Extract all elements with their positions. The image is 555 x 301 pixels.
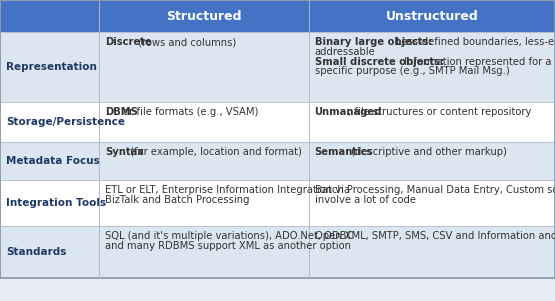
Text: Batch Processing, Manual Data Entry, Custom solutions that: Batch Processing, Manual Data Entry, Cus… bbox=[315, 185, 555, 195]
Text: BizTalk and Batch Processing: BizTalk and Batch Processing bbox=[105, 195, 249, 205]
Text: specific purpose (e.g., SMTP Mail Msg.): specific purpose (e.g., SMTP Mail Msg.) bbox=[315, 67, 509, 76]
Text: Discrete: Discrete bbox=[105, 37, 152, 47]
Text: or file formats (e.g., VSAM): or file formats (e.g., VSAM) bbox=[120, 107, 258, 117]
Bar bbox=[0, 0, 99, 32]
Text: Less-defined boundaries, less-easily: Less-defined boundaries, less-easily bbox=[393, 37, 555, 47]
Text: Semantics: Semantics bbox=[315, 147, 373, 157]
Text: involve a lot of code: involve a lot of code bbox=[315, 195, 416, 205]
Bar bbox=[309, 32, 555, 102]
Text: (rows and columns): (rows and columns) bbox=[135, 37, 236, 47]
Bar bbox=[99, 180, 309, 226]
Bar bbox=[0, 226, 99, 278]
Text: Syntax: Syntax bbox=[105, 147, 144, 157]
Bar bbox=[0, 32, 99, 102]
Bar bbox=[309, 180, 555, 226]
Text: Standards: Standards bbox=[6, 247, 67, 257]
Text: Binary large objects:: Binary large objects: bbox=[315, 37, 432, 47]
Text: (for example, location and format): (for example, location and format) bbox=[127, 147, 302, 157]
Text: Unstructured: Unstructured bbox=[385, 10, 478, 23]
Bar bbox=[99, 226, 309, 278]
Text: Unmanaged: Unmanaged bbox=[315, 107, 382, 117]
Bar bbox=[0, 180, 99, 226]
Bar bbox=[0, 142, 99, 180]
Bar bbox=[0, 102, 99, 142]
Bar bbox=[99, 32, 309, 102]
Text: ETL or ELT, Enterprise Information Integration via: ETL or ELT, Enterprise Information Integ… bbox=[105, 185, 350, 195]
Text: (descriptive and other markup): (descriptive and other markup) bbox=[349, 147, 507, 157]
Text: DBMS: DBMS bbox=[105, 107, 138, 117]
Text: Representation: Representation bbox=[6, 62, 97, 72]
Text: Storage/Persistence: Storage/Persistence bbox=[6, 117, 125, 127]
Text: Open XML, SMTP, SMS, CSV and Information and Content Exchange: Open XML, SMTP, SMS, CSV and Information… bbox=[315, 231, 555, 241]
Text: and many RDBMS support XML as another option: and many RDBMS support XML as another op… bbox=[105, 241, 351, 251]
Text: Metadata Focus: Metadata Focus bbox=[6, 156, 100, 166]
Bar bbox=[99, 142, 309, 180]
Bar bbox=[309, 0, 555, 32]
Text: , file structures or content repository: , file structures or content repository bbox=[349, 107, 532, 117]
Text: Information represented for a very: Information represented for a very bbox=[401, 57, 555, 67]
Bar bbox=[309, 226, 555, 278]
Text: SQL (and it's multiple variations), ADO.Net, ODBC: SQL (and it's multiple variations), ADO.… bbox=[105, 231, 353, 241]
Text: Small discrete objects:: Small discrete objects: bbox=[315, 57, 443, 67]
Bar bbox=[99, 0, 309, 32]
Bar bbox=[309, 102, 555, 142]
Bar bbox=[99, 102, 309, 142]
Text: addressable: addressable bbox=[315, 47, 375, 57]
Text: Structured: Structured bbox=[166, 10, 241, 23]
Bar bbox=[309, 142, 555, 180]
Text: Integration Tools: Integration Tools bbox=[6, 198, 106, 208]
